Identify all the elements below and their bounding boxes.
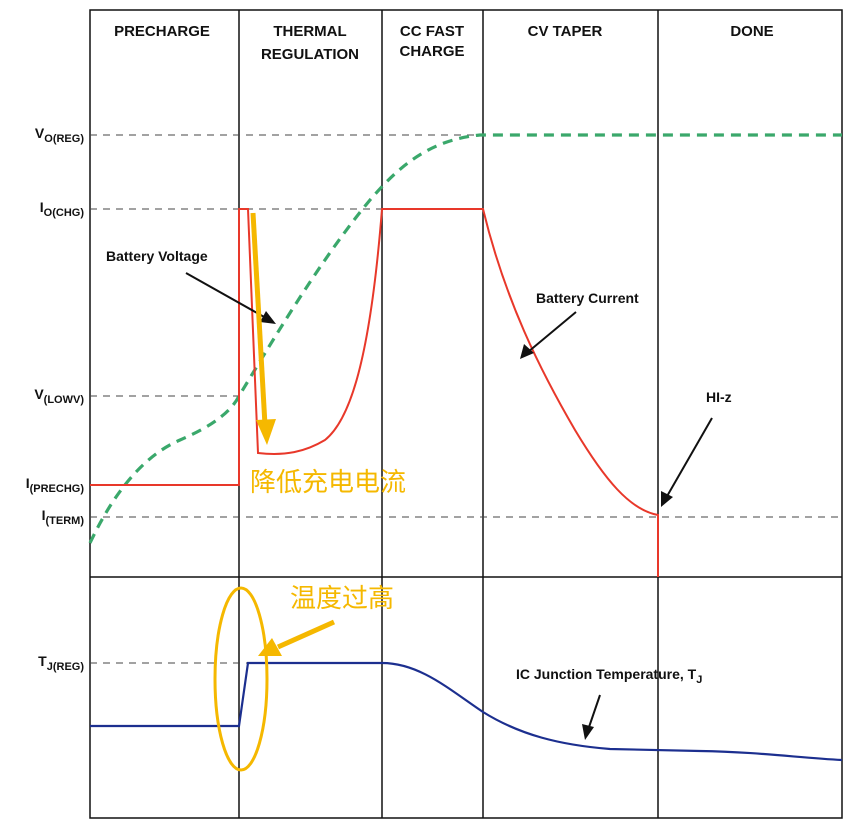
diagram-frame xyxy=(89,9,843,819)
phase-charge: CHARGE xyxy=(399,43,464,60)
battery-current-arrow xyxy=(520,311,577,359)
phase-cv-taper: CV TAPER xyxy=(528,23,603,40)
annotation-battery-current: Battery Current xyxy=(536,290,639,306)
label-v-lowv: V(LOWV) xyxy=(34,386,84,406)
phase-done: DONE xyxy=(730,23,773,40)
phase-regulation: REGULATION xyxy=(261,46,359,63)
junction-temperature-curve xyxy=(90,661,843,762)
overtemp-highlight-ellipse xyxy=(213,586,269,772)
hiz-arrow xyxy=(661,417,713,507)
label-v-reg: VO(REG) xyxy=(35,125,84,145)
label-tj-reg: TJ(REG) xyxy=(38,653,84,673)
phase-precharge: PRECHARGE xyxy=(114,23,210,40)
ic-temperature-arrow xyxy=(582,694,601,740)
reduce-current-note: 降低充电电流 xyxy=(250,468,406,498)
overtemp-note: 温度过高 xyxy=(290,584,394,614)
battery-voltage-curve xyxy=(88,133,842,544)
reduce-current-highlight-arrow xyxy=(250,212,276,445)
label-i-term: I(TERM) xyxy=(42,507,85,527)
phase-cc-fast: CC FAST xyxy=(400,23,464,40)
phase-thermal: THERMAL xyxy=(273,23,346,40)
battery-current-curve xyxy=(90,208,659,577)
overtemp-highlight-arrow xyxy=(258,619,336,656)
annotation-battery-voltage: Battery Voltage xyxy=(106,248,208,264)
annotation-ic-temperature: IC Junction Temperature, TJ xyxy=(516,666,702,686)
label-i-prechg: I(PRECHG) xyxy=(26,475,85,495)
label-i-chg: IO(CHG) xyxy=(40,199,85,219)
annotation-hiz: HI-z xyxy=(706,389,732,405)
battery-voltage-arrow xyxy=(185,272,276,324)
